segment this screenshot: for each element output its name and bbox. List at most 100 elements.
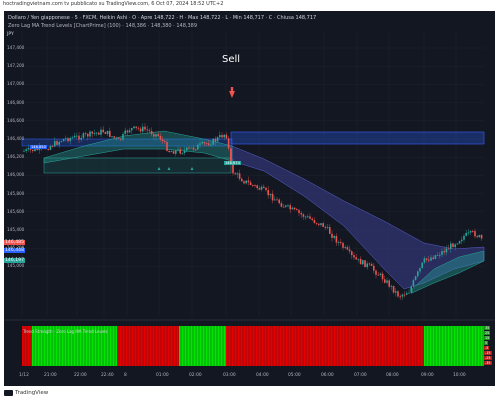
strength-bar-bull bbox=[75, 326, 77, 366]
strength-bar-bull bbox=[218, 326, 220, 366]
strength-bar-bull bbox=[446, 326, 448, 366]
strength-bar-bear bbox=[278, 326, 280, 366]
strength-bar-bull bbox=[116, 326, 118, 366]
strength-bar-bear bbox=[343, 326, 345, 366]
candle-body bbox=[120, 138, 122, 140]
strength-bar-bull bbox=[433, 326, 435, 366]
candle-body bbox=[408, 292, 410, 294]
candle-body bbox=[432, 257, 434, 259]
buy-marker-icon bbox=[157, 167, 161, 170]
candle-body bbox=[201, 142, 203, 144]
candle-body bbox=[245, 180, 247, 184]
price-axis-label: 147,400 bbox=[7, 45, 25, 50]
candle-body bbox=[381, 273, 384, 280]
candle-body bbox=[91, 131, 93, 134]
strength-bar-bull bbox=[472, 326, 474, 366]
strength-bar-bear bbox=[159, 326, 161, 366]
strength-bar-bear bbox=[138, 326, 140, 366]
strength-bar-bear bbox=[117, 326, 119, 366]
candle-body bbox=[69, 138, 71, 142]
candle-body bbox=[78, 135, 80, 140]
candle-body bbox=[403, 294, 406, 296]
sub-scale-label: 15 bbox=[484, 336, 491, 340]
price-axis-label: 146,000 bbox=[7, 172, 25, 178]
candle-body bbox=[238, 173, 241, 179]
strength-bar-bear bbox=[352, 326, 354, 366]
candle-body bbox=[170, 151, 173, 153]
strength-bar-bull bbox=[473, 326, 475, 366]
strength-bar-bear bbox=[120, 326, 122, 366]
candle-body bbox=[172, 151, 175, 154]
strength-bar-bear bbox=[311, 326, 313, 366]
strength-bar-bear bbox=[262, 326, 264, 366]
strength-bar-bull bbox=[83, 326, 85, 366]
strength-bar-bear bbox=[150, 326, 152, 366]
strength-bar-bear bbox=[289, 326, 291, 366]
candle-body bbox=[109, 130, 111, 137]
strength-bar-bear bbox=[154, 326, 156, 366]
strength-bar-bull bbox=[470, 326, 472, 366]
candle-body bbox=[326, 227, 329, 228]
candle-body bbox=[465, 232, 467, 236]
strength-bar-bear bbox=[331, 326, 333, 366]
candle-body bbox=[82, 133, 85, 138]
strength-bar-bear bbox=[254, 326, 256, 366]
sell-arrow-stem bbox=[230, 87, 234, 92]
candle-body bbox=[249, 182, 252, 185]
strength-bar-bear bbox=[118, 326, 120, 366]
strength-bar-bull bbox=[430, 326, 432, 366]
candle-body bbox=[117, 137, 120, 139]
strength-bar-bull bbox=[452, 326, 454, 366]
strength-bar-bear bbox=[250, 326, 252, 366]
strength-bar-bear bbox=[412, 326, 414, 366]
strength-bar-bear bbox=[383, 326, 385, 366]
strength-bar-bear bbox=[358, 326, 360, 366]
strength-bar-bull bbox=[442, 326, 444, 366]
strength-bar-bull bbox=[469, 326, 471, 366]
strength-bar-bull bbox=[48, 326, 50, 366]
strength-bar-bear bbox=[284, 326, 286, 366]
strength-bar-bear bbox=[379, 326, 381, 366]
candle-body bbox=[144, 126, 146, 130]
candle-body bbox=[192, 147, 195, 150]
candle-body bbox=[139, 128, 142, 132]
strength-bar-bear bbox=[174, 326, 176, 366]
candle-body bbox=[434, 255, 437, 259]
candle-body bbox=[56, 141, 58, 145]
strength-bar-bull bbox=[182, 326, 184, 366]
sub-scale-label: -25 bbox=[484, 356, 492, 360]
chart-panel[interactable]: Dollaro / Yen giapponese · 5 · FXCM, Hei… bbox=[4, 11, 495, 386]
candle-body bbox=[100, 129, 102, 135]
strength-bar-bear bbox=[257, 326, 259, 366]
candle-body bbox=[80, 137, 82, 140]
candle-body bbox=[287, 205, 289, 207]
strength-bar-bear bbox=[156, 326, 158, 366]
price-axis-label: 145,000 bbox=[7, 263, 25, 269]
strength-bar-bear bbox=[319, 326, 321, 366]
strength-bar-bull bbox=[108, 326, 110, 366]
strength-bar-bull bbox=[50, 326, 52, 366]
chart-canvas[interactable] bbox=[4, 11, 495, 386]
strength-bar-bear bbox=[298, 326, 300, 366]
strength-bar-bear bbox=[307, 326, 309, 366]
strength-bar-bull bbox=[54, 326, 56, 366]
strength-bar-bull bbox=[86, 326, 88, 366]
strength-bar-bear bbox=[304, 326, 306, 366]
strength-bar-bull bbox=[66, 326, 68, 366]
strength-bar-bull bbox=[197, 326, 199, 366]
candle-body bbox=[148, 130, 151, 132]
strength-bar-bull bbox=[56, 326, 58, 366]
level-tag-upper: 146,850 bbox=[30, 145, 47, 149]
strength-bar-bull bbox=[189, 326, 191, 366]
strength-bar-bear bbox=[256, 326, 258, 366]
candle-body bbox=[324, 226, 327, 228]
strength-bar-bull bbox=[104, 326, 106, 366]
candle-body bbox=[428, 259, 430, 261]
strength-bar-bear bbox=[418, 326, 420, 366]
candle-body bbox=[436, 255, 439, 256]
strength-bar-bear bbox=[148, 326, 150, 366]
candle-body bbox=[476, 236, 478, 238]
strength-bar-bear bbox=[349, 326, 351, 366]
strength-bar-bear bbox=[370, 326, 372, 366]
strength-bar-bull bbox=[114, 326, 116, 366]
